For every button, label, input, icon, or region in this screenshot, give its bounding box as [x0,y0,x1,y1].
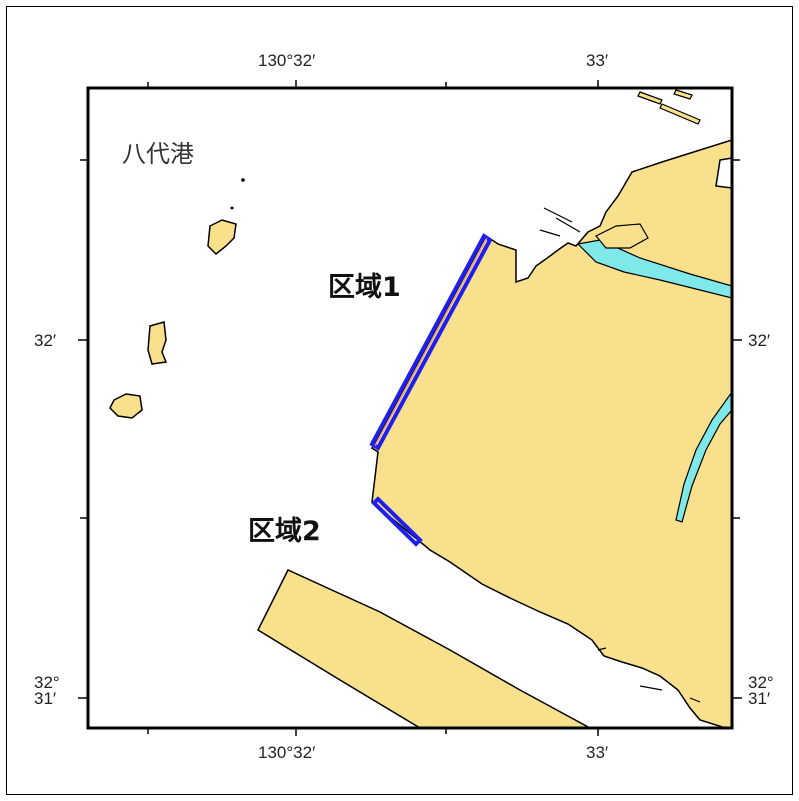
channel-islet [595,223,649,249]
area-2-label: 区域2 [248,516,321,547]
rock-2 [230,206,234,210]
map-body [88,88,732,728]
reclaimed-land [371,139,732,728]
island-3 [109,393,143,419]
area-1-label: 区域1 [328,272,401,303]
river-channel [576,239,732,299]
area-2-outline [371,496,423,547]
breakwater-3 [659,103,701,125]
left-lat-label-mid: 32′ [34,331,56,350]
top-lon-label-2: 33′ [586,51,608,70]
area-1-outline [369,233,493,451]
place-name: 八代港 [122,140,194,168]
right-lat-label-low-1: 32° [748,673,774,692]
island-1 [207,219,237,256]
bottom-lon-label-2: 33′ [586,743,608,762]
shoreline-strokes [597,647,701,703]
map-frame [86,86,734,730]
breakwater-1 [637,91,663,105]
inlet [715,157,732,189]
left-lat-label-low-2: 31′ [34,689,56,708]
bottom-lon-label-1: 130°32′ [258,743,315,762]
right-lat-label-low-2: 31′ [748,689,770,708]
island-2 [147,321,168,365]
south-land-strip [257,569,591,728]
area-1-centerline [374,237,488,447]
breakwater-2 [673,89,693,100]
jetty-lines [539,207,581,237]
rock-1 [241,178,245,182]
right-lat-label-mid: 32′ [748,331,770,350]
east-channel [675,390,732,523]
left-lat-label-low-1: 32° [34,673,60,692]
top-lon-label-1: 130°32′ [258,51,315,70]
tick-marks [78,80,742,736]
